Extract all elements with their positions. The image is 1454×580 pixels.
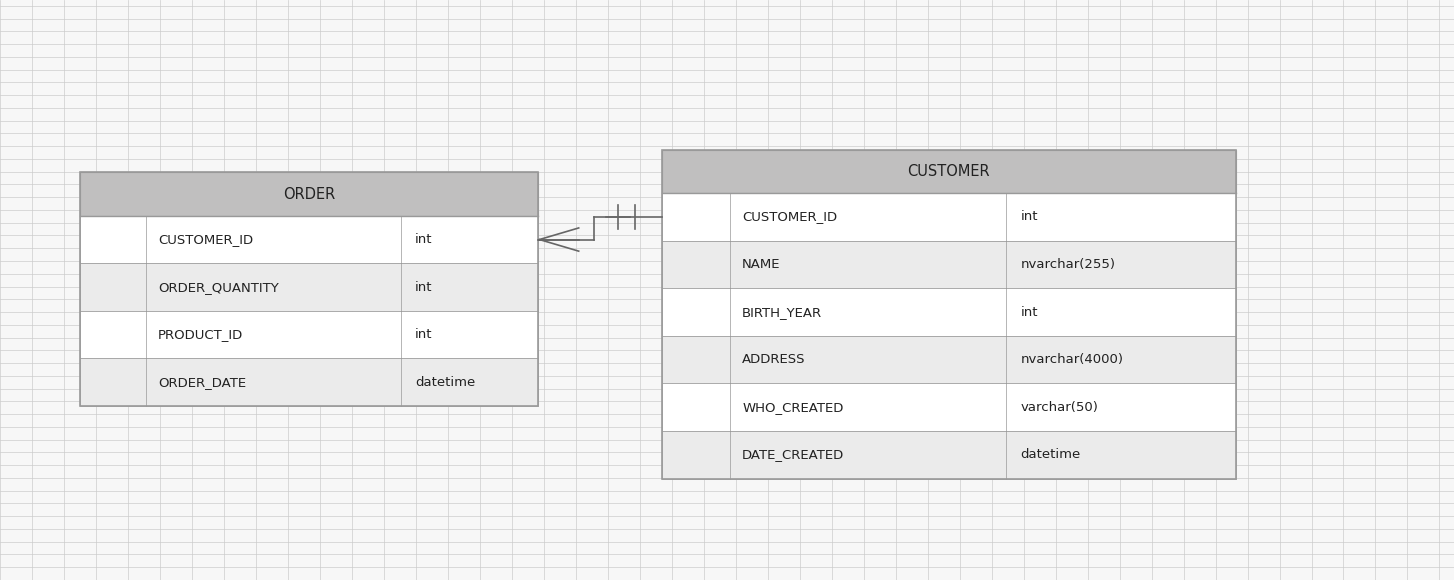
- Text: int: int: [416, 233, 433, 246]
- Text: CUSTOMER_ID: CUSTOMER_ID: [158, 233, 253, 246]
- Text: NAME: NAME: [742, 258, 781, 271]
- Text: CUSTOMER: CUSTOMER: [907, 164, 990, 179]
- Text: varchar(50): varchar(50): [1021, 401, 1099, 414]
- Text: datetime: datetime: [1021, 448, 1080, 461]
- Text: ORDER: ORDER: [284, 187, 334, 201]
- Text: int: int: [416, 281, 433, 293]
- Bar: [662, 288, 1236, 336]
- Text: CUSTOMER_ID: CUSTOMER_ID: [742, 211, 838, 223]
- Bar: [662, 241, 1236, 288]
- Bar: [80, 358, 538, 406]
- Text: BIRTH_YEAR: BIRTH_YEAR: [742, 306, 823, 318]
- Text: DATE_CREATED: DATE_CREATED: [742, 448, 845, 461]
- Bar: [80, 311, 538, 358]
- Bar: [80, 172, 538, 406]
- Text: ADDRESS: ADDRESS: [742, 353, 806, 366]
- Text: int: int: [1021, 306, 1038, 318]
- Text: WHO_CREATED: WHO_CREATED: [742, 401, 843, 414]
- Bar: [662, 383, 1236, 431]
- Bar: [80, 263, 538, 311]
- Text: int: int: [1021, 211, 1038, 223]
- Bar: [662, 336, 1236, 383]
- Bar: [662, 150, 1236, 478]
- Bar: [662, 431, 1236, 478]
- Text: PRODUCT_ID: PRODUCT_ID: [158, 328, 243, 341]
- Text: ORDER_QUANTITY: ORDER_QUANTITY: [158, 281, 279, 293]
- Bar: [80, 216, 538, 263]
- Bar: [80, 172, 538, 216]
- Bar: [662, 150, 1236, 193]
- Bar: [662, 193, 1236, 241]
- Text: int: int: [416, 328, 433, 341]
- Text: nvarchar(4000): nvarchar(4000): [1021, 353, 1124, 366]
- Text: ORDER_DATE: ORDER_DATE: [158, 376, 246, 389]
- Text: nvarchar(255): nvarchar(255): [1021, 258, 1115, 271]
- Text: datetime: datetime: [416, 376, 475, 389]
